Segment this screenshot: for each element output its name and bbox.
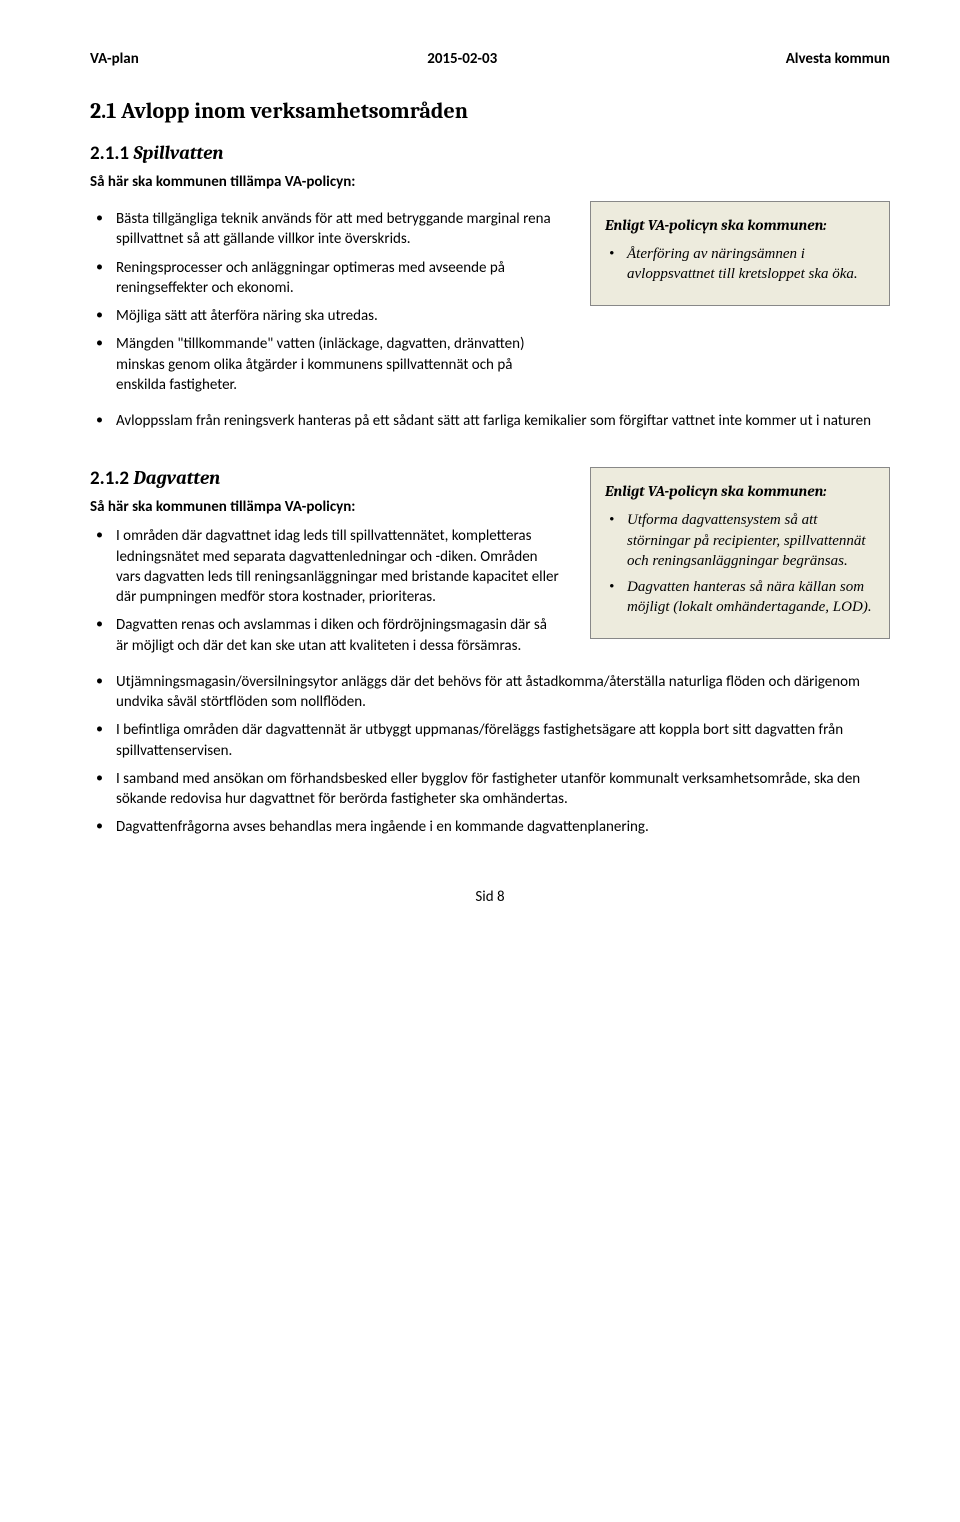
header-right: Alvesta kommun — [786, 50, 890, 68]
subsection-heading-dagvatten: 2.1.2 Dagvatten — [90, 467, 562, 490]
section-heading: 2.1 Avlopp inom verksamhetsområden — [90, 98, 890, 124]
page: VA-plan 2015-02-03 Alvesta kommun 2.1 Av… — [0, 0, 960, 936]
header-center: 2015-02-03 — [427, 50, 497, 68]
header-left: VA-plan — [90, 50, 139, 68]
subsection-title: Dagvatten — [133, 467, 220, 489]
bullet-list-full: Utjämningsmagasin/översilningsytor anläg… — [90, 672, 890, 838]
list-item: I befintliga områden där dagvattennät är… — [90, 720, 890, 761]
intro-text: Så här ska kommunen tillämpa VA-policyn: — [90, 173, 890, 191]
left-col: 2.1.2 Dagvatten Så här ska kommunen till… — [90, 467, 562, 664]
list-item: I samband med ansökan om förhandsbesked … — [90, 769, 890, 810]
callout-item: Återföring av näringsämnen i avloppsvatt… — [605, 244, 875, 285]
list-item: Dagvatten renas och avslammas i diken oc… — [90, 615, 562, 656]
subsection-number: 2.1.1 — [90, 142, 129, 165]
spacer — [90, 439, 890, 467]
list-item: Mängden "tillkommande" vatten (inläckage… — [90, 334, 562, 395]
page-footer: Sid 8 — [90, 888, 890, 906]
callout-list: Återföring av näringsämnen i avloppsvatt… — [605, 244, 875, 285]
policy-callout: Enligt VA-policyn ska kommunen: Utforma … — [590, 467, 890, 638]
list-item: Utjämningsmagasin/översilningsytor anläg… — [90, 672, 890, 713]
callout-list: Utforma dagvattensystem så att störninga… — [605, 510, 875, 617]
callout-title: Enligt VA-policyn ska kommunen: — [605, 216, 875, 234]
list-item: I områden där dagvattnet idag leds till … — [90, 526, 562, 607]
page-header: VA-plan 2015-02-03 Alvesta kommun — [90, 50, 890, 68]
list-item: Reningsprocesser och anläggningar optime… — [90, 258, 562, 299]
bullet-list-left: Bästa tillgängliga teknik används för at… — [90, 201, 562, 403]
subsection-title: Spillvatten — [133, 142, 223, 164]
policy-callout: Enligt VA-policyn ska kommunen: Återföri… — [590, 201, 890, 306]
list-item: Avloppsslam från reningsverk hanteras på… — [90, 411, 890, 431]
callout-item: Utforma dagvattensystem så att störninga… — [605, 510, 875, 571]
intro-text: Så här ska kommunen tillämpa VA-policyn: — [90, 498, 562, 516]
callout-title: Enligt VA-policyn ska kommunen: — [605, 482, 875, 500]
bullet-list-left: I områden där dagvattnet idag leds till … — [90, 526, 562, 656]
list-item: Dagvattenfrågorna avses behandlas mera i… — [90, 817, 890, 837]
bullet-list-full: Avloppsslam från reningsverk hanteras på… — [90, 411, 890, 431]
list-item: Möjliga sätt att återföra näring ska utr… — [90, 306, 562, 326]
callout-item: Dagvatten hanteras så nära källan som mö… — [605, 577, 875, 618]
two-column-layout: Bästa tillgängliga teknik används för at… — [90, 201, 890, 403]
two-column-layout: 2.1.2 Dagvatten Så här ska kommunen till… — [90, 467, 890, 664]
list-item: Bästa tillgängliga teknik används för at… — [90, 209, 562, 250]
subsection-number: 2.1.2 — [90, 467, 129, 490]
subsection-heading-spillvatten: 2.1.1 Spillvatten — [90, 142, 890, 165]
